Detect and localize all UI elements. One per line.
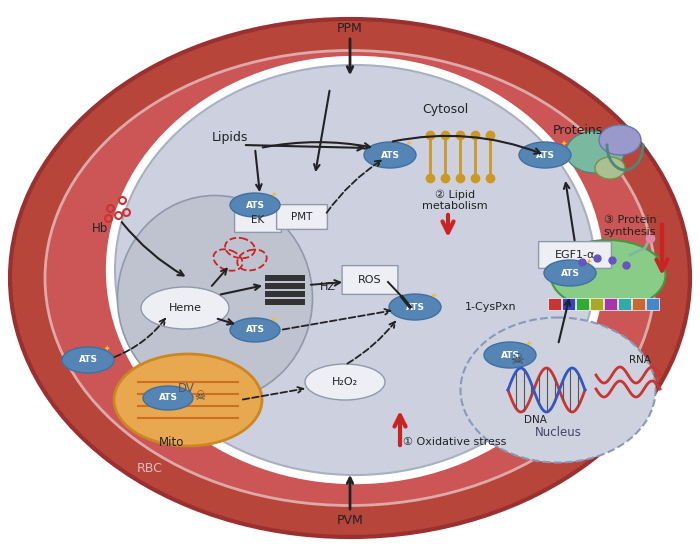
Text: Hb: Hb bbox=[92, 222, 108, 234]
Text: ☠: ☠ bbox=[195, 390, 206, 403]
Text: ATS: ATS bbox=[405, 302, 424, 312]
Ellipse shape bbox=[143, 386, 193, 410]
Text: ROS: ROS bbox=[358, 275, 382, 285]
Text: ✦: ✦ bbox=[270, 314, 276, 324]
Ellipse shape bbox=[141, 287, 229, 329]
Text: ATS: ATS bbox=[246, 200, 265, 210]
Bar bbox=[265, 275, 305, 281]
Text: Cytosol: Cytosol bbox=[422, 104, 468, 116]
Text: PMT: PMT bbox=[291, 212, 313, 222]
Ellipse shape bbox=[519, 142, 571, 168]
FancyBboxPatch shape bbox=[234, 207, 281, 233]
Text: ATS: ATS bbox=[158, 394, 178, 402]
Ellipse shape bbox=[45, 50, 655, 506]
Text: ✦: ✦ bbox=[431, 291, 438, 300]
Text: Lipids: Lipids bbox=[212, 132, 248, 145]
Bar bbox=[590, 298, 603, 310]
Text: ② Lipid: ② Lipid bbox=[435, 190, 475, 200]
Text: ① Oxidative stress: ① Oxidative stress bbox=[403, 437, 507, 447]
Text: ✦: ✦ bbox=[586, 257, 592, 266]
Text: H₂O₂: H₂O₂ bbox=[332, 377, 358, 387]
Text: Proteins: Proteins bbox=[553, 123, 603, 136]
Text: ✦: ✦ bbox=[104, 344, 111, 353]
Text: ③ Protein: ③ Protein bbox=[603, 215, 657, 225]
Text: ☠: ☠ bbox=[510, 353, 524, 367]
Ellipse shape bbox=[118, 195, 312, 401]
Text: Nucleus: Nucleus bbox=[535, 425, 582, 438]
Text: ATS: ATS bbox=[561, 269, 580, 277]
Ellipse shape bbox=[230, 318, 280, 342]
Text: ✦: ✦ bbox=[561, 139, 568, 148]
Text: EGF1-α: EGF1-α bbox=[555, 250, 595, 260]
Text: PPM: PPM bbox=[337, 21, 363, 34]
Bar bbox=[604, 298, 617, 310]
Bar bbox=[618, 298, 631, 310]
Ellipse shape bbox=[461, 318, 655, 462]
Text: Mito: Mito bbox=[160, 436, 185, 448]
Ellipse shape bbox=[550, 240, 666, 310]
Text: ATS: ATS bbox=[246, 325, 265, 335]
Ellipse shape bbox=[599, 125, 641, 155]
Text: synthesis: synthesis bbox=[603, 227, 657, 237]
Text: ATS: ATS bbox=[536, 151, 554, 159]
Ellipse shape bbox=[544, 260, 596, 286]
Text: RNA: RNA bbox=[629, 355, 651, 365]
Bar bbox=[265, 299, 305, 305]
Bar bbox=[562, 298, 575, 310]
Ellipse shape bbox=[389, 294, 441, 320]
Bar bbox=[265, 291, 305, 297]
FancyBboxPatch shape bbox=[276, 205, 328, 229]
Bar bbox=[265, 283, 305, 289]
FancyBboxPatch shape bbox=[342, 265, 398, 294]
Bar bbox=[548, 298, 561, 310]
Ellipse shape bbox=[364, 142, 416, 168]
Text: ✦: ✦ bbox=[183, 383, 190, 391]
Bar bbox=[576, 298, 589, 310]
Text: DV: DV bbox=[178, 382, 195, 395]
Text: DNA: DNA bbox=[524, 415, 547, 425]
Ellipse shape bbox=[305, 364, 385, 400]
Ellipse shape bbox=[62, 347, 114, 373]
Text: HZ: HZ bbox=[320, 282, 336, 292]
Ellipse shape bbox=[10, 19, 690, 537]
Ellipse shape bbox=[110, 60, 600, 480]
Ellipse shape bbox=[566, 131, 624, 173]
Text: ✦: ✦ bbox=[406, 139, 412, 148]
Text: ATS: ATS bbox=[78, 355, 97, 365]
FancyBboxPatch shape bbox=[538, 241, 611, 269]
Text: PVM: PVM bbox=[337, 513, 363, 526]
Text: metabolism: metabolism bbox=[422, 201, 488, 211]
Text: ATS: ATS bbox=[381, 151, 400, 159]
Bar bbox=[632, 298, 645, 310]
Text: Heme: Heme bbox=[169, 303, 202, 313]
Ellipse shape bbox=[230, 193, 280, 217]
Bar bbox=[646, 298, 659, 310]
Ellipse shape bbox=[115, 65, 595, 475]
Text: ✦: ✦ bbox=[526, 339, 533, 348]
Ellipse shape bbox=[595, 157, 625, 179]
Text: EK: EK bbox=[251, 215, 265, 225]
Ellipse shape bbox=[114, 354, 262, 446]
Ellipse shape bbox=[484, 342, 536, 368]
Text: ATS: ATS bbox=[500, 351, 519, 359]
Text: 1-CysPxn: 1-CysPxn bbox=[465, 302, 517, 312]
Text: ✦: ✦ bbox=[270, 189, 276, 199]
Text: RBC: RBC bbox=[137, 461, 163, 474]
